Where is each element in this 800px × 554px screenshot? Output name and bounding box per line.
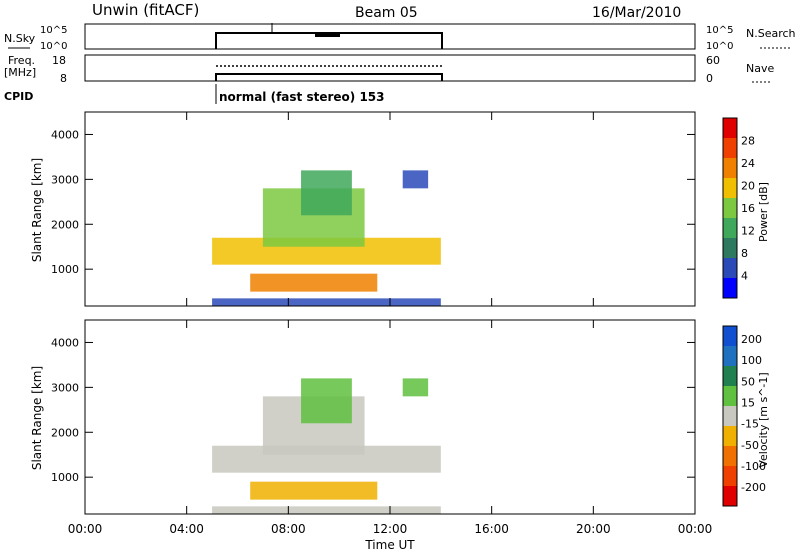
freq-tick-right-top: 60	[706, 54, 720, 67]
time-axis-labels: 00:00 04:00 08:00 12:00 16:00 20:00 00:00	[68, 522, 713, 536]
freq-tick-right-bottom: 0	[706, 72, 713, 85]
power-ytick-label-0: 1000	[51, 263, 79, 276]
velocity-ytick-label-0: 1000	[51, 471, 79, 484]
velocity-ytick-label-1: 2000	[51, 426, 79, 439]
velocity-colorbar-frame	[722, 325, 738, 507]
velocity-region-5	[402, 378, 429, 397]
power-ytick-label-2: 3000	[51, 173, 79, 186]
nsky-tick-left-bottom: 10^0	[40, 41, 67, 52]
power-colorbar-segment-0	[723, 278, 737, 298]
power-colorbar-label: Power [dB]	[757, 182, 770, 242]
nsearch-label: N.Search	[746, 27, 796, 40]
velocity-ylabel: Slant Range [km]	[30, 366, 44, 470]
velocity-colorbar-segment-4	[723, 406, 737, 426]
power-colorbar: 4 8 12 16 20 24 28	[722, 117, 755, 299]
velocity-region-2	[301, 378, 352, 424]
power-colorbar-tick-4: 20	[741, 180, 755, 193]
time-tick-label-0: 00:00	[68, 522, 103, 536]
velocity-panel: 1000 2000 3000 4000 Slant Range [km] 200 100…	[30, 319, 770, 515]
nsky-tick-left-top: 10^5	[40, 25, 67, 36]
velocity-data-layer	[212, 378, 441, 514]
velocity-colorbar-segment-2	[723, 446, 737, 466]
power-colorbar-segment-4	[723, 198, 737, 218]
power-data-layer	[212, 170, 441, 306]
velocity-colorbar-tick-5: -50	[741, 439, 759, 452]
time-tick-label-1: 04:00	[169, 522, 204, 536]
power-colorbar-tick-3: 16	[741, 202, 755, 215]
freq-tick-left-top: 18	[52, 54, 66, 67]
velocity-colorbar-tick-0: 200	[741, 333, 762, 346]
power-colorbar-frame	[722, 117, 738, 299]
time-tick-label-2: 08:00	[271, 522, 306, 536]
time-tick-label-3: 12:00	[373, 522, 408, 536]
power-colorbar-tick-2: 12	[741, 225, 755, 238]
power-colorbar-segment-1	[723, 258, 737, 278]
power-colorbar-tick-1: 8	[741, 247, 748, 260]
power-axes: 1000 2000 3000 4000	[51, 112, 696, 306]
cpid-label: CPID	[4, 90, 33, 103]
velocity-region-4	[212, 506, 441, 514]
power-region-4	[212, 298, 441, 306]
velocity-colorbar-segment-5	[723, 386, 737, 406]
velocity-ytick-label-2: 3000	[51, 381, 79, 394]
velocity-axes: 1000 2000 3000 4000	[51, 320, 696, 514]
power-ytick-label-1: 2000	[51, 218, 79, 231]
power-colorbar-segment-3	[723, 218, 737, 238]
power-frame	[84, 111, 696, 307]
nave-label: Nave	[746, 62, 774, 75]
nsky-tick-right-bottom: 10^0	[706, 41, 733, 52]
nsky-noise-cluster	[315, 32, 340, 37]
station-title: Unwin (fitACF)	[92, 1, 199, 19]
power-region-5	[402, 170, 429, 189]
power-colorbar-segment-6	[723, 158, 737, 178]
time-tick-label-4: 16:00	[474, 522, 509, 536]
time-tick-label-5: 20:00	[576, 522, 611, 536]
velocity-colorbar-tick-4: -15	[741, 418, 759, 431]
velocity-colorbar-label: Velocity [m s^-1]	[757, 372, 770, 467]
power-region-2	[301, 170, 352, 216]
freq-label: Freq.	[8, 54, 35, 67]
date-title: 16/Mar/2010	[592, 5, 681, 21]
power-colorbar-segment-8	[723, 118, 737, 138]
power-ylabel: Slant Range [km]	[30, 158, 44, 262]
velocity-colorbar-tick-3: 15	[741, 396, 755, 409]
velocity-frame	[84, 319, 696, 515]
power-colorbar-segment-5	[723, 178, 737, 198]
power-panel: 1000 2000 3000 4000 Slant Range [km] 4 8 12 16…	[30, 111, 770, 307]
velocity-region-3	[250, 481, 378, 500]
velocity-colorbar-tick-2: 50	[741, 375, 755, 388]
time-tick-label-6: 00:00	[678, 522, 713, 536]
velocity-colorbar-segment-6	[723, 366, 737, 386]
velocity-colorbar-segment-1	[723, 466, 737, 486]
velocity-colorbar-segment-7	[723, 346, 737, 366]
power-colorbar-segment-7	[723, 138, 737, 158]
cpid-text: normal (fast stereo) 153	[219, 90, 385, 104]
velocity-colorbar-segment-8	[723, 326, 737, 346]
power-colorbar-tick-6: 28	[741, 135, 755, 148]
power-colorbar-segment-2	[723, 238, 737, 258]
velocity-colorbar-segment-3	[723, 426, 737, 446]
time-axis-title: Time UT	[364, 538, 415, 552]
nsky-tick-right-top: 10^5	[706, 25, 733, 36]
power-colorbar-tick-5: 24	[741, 157, 755, 170]
nsky-strip: N.Sky 10^5 10^0 10^5 10^0 N.Search	[4, 23, 796, 52]
nsky-label: N.Sky	[4, 32, 36, 45]
velocity-ytick-label-3: 4000	[51, 336, 79, 349]
beam-title: Beam 05	[355, 5, 418, 21]
freq-unit-label: [MHz]	[4, 66, 36, 79]
velocity-colorbar-segment-0	[723, 486, 737, 506]
power-ytick-label-3: 4000	[51, 128, 79, 141]
freq-tick-left-bottom: 8	[60, 72, 67, 85]
velocity-colorbar: 200 100 50 15 -15 -50 -100 -200	[722, 325, 766, 507]
power-colorbar-tick-0: 4	[741, 270, 748, 283]
velocity-colorbar-tick-1: 100	[741, 354, 762, 367]
power-region-3	[250, 273, 378, 292]
velocity-colorbar-tick-7: -200	[741, 481, 766, 494]
velocity-colorbar-tick-6: -100	[741, 460, 766, 473]
freq-strip: Freq. [MHz] 18 8 60 0 Nave	[4, 54, 774, 85]
freq-trace	[215, 73, 443, 81]
